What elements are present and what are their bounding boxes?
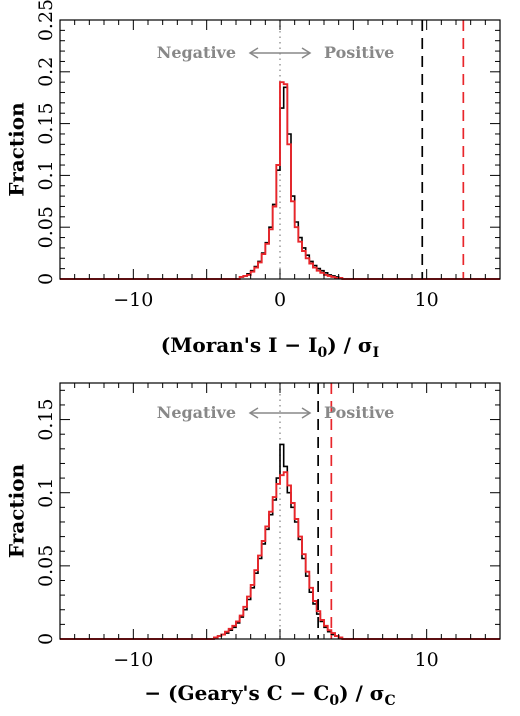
geary-y-tick-label: 0 (35, 633, 57, 645)
moran-axis-ticks: −10 0 10 0 0.05 0.1 0.15 0.2 0.25 (35, 0, 501, 311)
geary-axis-ticks: −10 0 10 0 0.05 0.1 0.15 (35, 383, 501, 671)
geary-direction-arrow (248, 407, 312, 419)
geary-y-tick-label: 0.1 (35, 478, 57, 508)
moran-x-tick-label: −10 (113, 289, 153, 311)
geary-y-tick-label: 0.15 (35, 398, 57, 440)
geary-xlabel-sub0: 0 (329, 693, 339, 709)
moran-y-tick-label: 0.2 (35, 57, 57, 87)
moran-xlabel-mid: ) / σ (327, 333, 372, 357)
geary-y-axis-label: Fraction (5, 463, 29, 558)
moran-plot-content (60, 20, 500, 280)
moran-y-tick-label: 0.1 (35, 160, 57, 190)
moran-x-tick-label: 10 (415, 289, 439, 311)
moran-negative-label: Negative (157, 43, 236, 62)
geary-x-tick-label: 10 (415, 649, 439, 671)
moran-y-tick-label: 0.05 (35, 206, 57, 248)
geary-x-axis-label: − (Geary's C − C0) / σC (144, 681, 395, 709)
moran-direction-arrow (248, 47, 312, 59)
moran-xlabel-main: (Moran's I − I (161, 333, 318, 357)
moran-x-axis-label: (Moran's I − I0) / σI (161, 333, 379, 361)
geary-positive-label: Positive (324, 403, 394, 422)
moran-xlabel-sub0: 0 (317, 345, 327, 361)
moran-y-tick-label: 0 (35, 273, 57, 285)
geary-xlabel-mid: ) / σ (339, 681, 384, 705)
moran-panel: −10 0 10 0 0.05 0.1 0.15 0.2 0.25 Negative Posit… (5, 0, 501, 361)
geary-plot-content (60, 383, 500, 640)
moran-xlabel-sub1: I (373, 345, 380, 361)
moran-y-tick-label: 0.25 (35, 0, 57, 41)
geary-y-tick-label: 0.05 (35, 545, 57, 587)
geary-xlabel-sub1: C (385, 693, 396, 709)
geary-x-tick-label: −10 (113, 649, 153, 671)
moran-y-axis-label: Fraction (5, 102, 29, 197)
moran-y-tick-label: 0.15 (35, 102, 57, 144)
geary-panel: −10 0 10 0 0.05 0.1 0.15 Negative Positive Fra… (5, 382, 501, 709)
geary-xlabel-main: − (Geary's C − C (144, 681, 329, 705)
moran-histogram-series-1 (60, 81, 500, 280)
geary-x-tick-label: 0 (274, 649, 286, 671)
geary-histogram-series-1 (60, 471, 500, 640)
moran-positive-label: Positive (324, 43, 394, 62)
geary-negative-label: Negative (157, 403, 236, 422)
moran-x-tick-label: 0 (274, 289, 286, 311)
